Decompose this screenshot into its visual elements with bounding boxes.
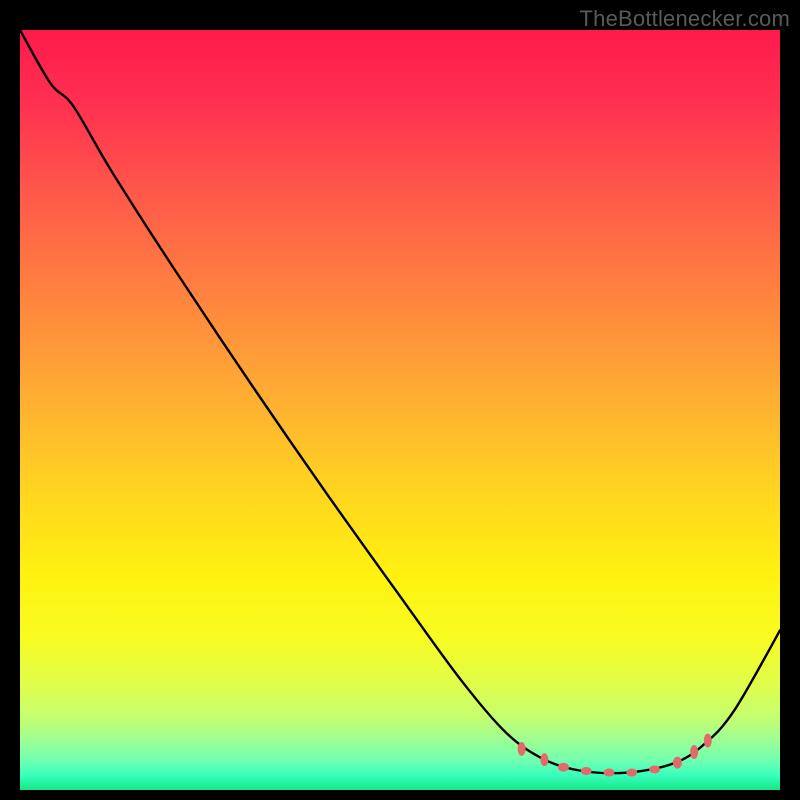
marker-dot bbox=[518, 742, 526, 756]
marker-dot bbox=[581, 767, 592, 775]
chart-background bbox=[20, 30, 780, 790]
chart-svg bbox=[20, 30, 780, 790]
marker-dot bbox=[690, 745, 698, 759]
attribution-text: TheBottlenecker.com bbox=[580, 6, 790, 32]
marker-dot bbox=[673, 757, 682, 769]
marker-dot bbox=[558, 763, 569, 772]
marker-dot bbox=[704, 734, 712, 748]
marker-dot bbox=[626, 769, 637, 777]
chart-area bbox=[20, 30, 780, 790]
marker-dot bbox=[540, 753, 548, 766]
marker-dot bbox=[649, 765, 660, 773]
image-frame: TheBottlenecker.com bbox=[0, 0, 800, 800]
marker-dot bbox=[604, 769, 615, 777]
